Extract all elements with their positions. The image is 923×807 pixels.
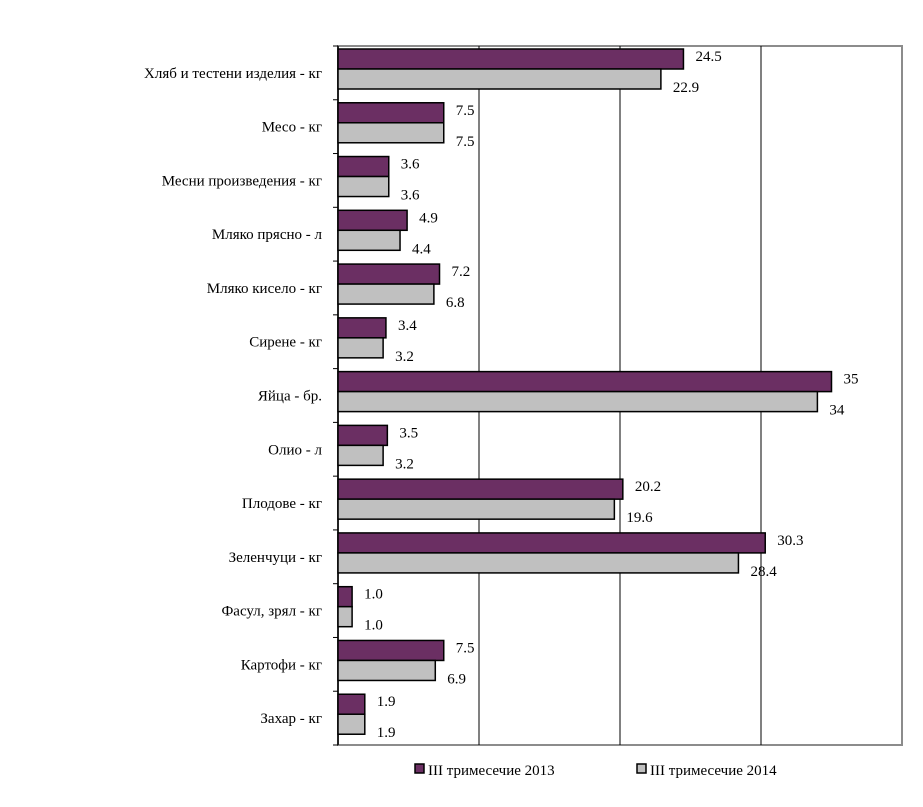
bar-2014 [337, 713, 366, 735]
data-label: 4.4 [412, 241, 431, 257]
bar-2013 [337, 102, 445, 124]
bar-2013 [337, 639, 445, 662]
data-label: 6.8 [446, 295, 465, 311]
bar-2014 [337, 552, 740, 574]
category-label: Хляб и тестени изделия - кг [144, 66, 322, 82]
bar-2014 [337, 229, 401, 252]
data-label: 1.0 [364, 618, 383, 634]
category-label: Мляко прясно - л [212, 227, 323, 243]
category-label: Плодове - кг [242, 496, 322, 512]
data-label: 28.4 [750, 564, 777, 580]
bar-2013 [337, 693, 366, 715]
category-label: Месни произведения - кг [162, 173, 322, 189]
bar-2014 [337, 605, 353, 628]
bar-2013 [337, 370, 833, 393]
bar-2013 [337, 155, 390, 178]
bar-2014 [337, 283, 435, 305]
bar-2014 [337, 68, 662, 90]
data-label: 7.5 [456, 103, 475, 119]
data-label: 20.2 [635, 479, 661, 495]
bar-2014 [337, 498, 616, 520]
data-label: 19.6 [626, 510, 653, 526]
data-label: 24.5 [695, 49, 721, 65]
data-label: 3.2 [395, 456, 414, 472]
data-label: 34 [829, 403, 845, 419]
category-label: Яйца - бр. [258, 389, 322, 405]
data-label: 3.4 [398, 318, 417, 334]
legend-label: III тримесечие 2014 [650, 763, 777, 779]
data-label: 1.0 [364, 587, 383, 603]
data-label: 7.5 [456, 640, 475, 656]
bar-2013 [337, 532, 766, 554]
data-label: 4.9 [419, 210, 438, 226]
category-label: Картофи - кг [241, 657, 322, 673]
data-label: 1.9 [377, 725, 396, 741]
data-label: 3.6 [401, 188, 420, 204]
legend-swatch-2013 [414, 763, 425, 774]
data-label: 7.2 [452, 264, 471, 280]
legend-label: III тримесечие 2013 [428, 763, 555, 779]
data-label: 3.5 [399, 425, 418, 441]
bar-2014 [337, 122, 445, 144]
category-label: Месо - кг [262, 120, 322, 136]
bar-2013 [337, 209, 408, 232]
category-label: Фасул, зрял - кг [221, 604, 322, 620]
category-label: Сирене - кг [249, 335, 322, 351]
bar-2013 [337, 478, 624, 500]
data-label: 3.2 [395, 349, 414, 365]
bar-2013 [337, 585, 353, 608]
bar-2014 [337, 444, 384, 467]
category-label: Олио - л [268, 442, 322, 458]
bar-2014 [337, 337, 384, 359]
bar-2013 [337, 317, 387, 339]
legend-swatch-2014 [636, 763, 647, 774]
data-label: 1.9 [377, 694, 396, 710]
data-label: 22.9 [673, 80, 699, 96]
category-label: Мляко кисело - кг [207, 281, 322, 297]
category-label: Зеленчуци - кг [229, 550, 322, 566]
bar-2014 [337, 390, 819, 413]
bar-2014 [337, 175, 390, 198]
data-label: 35 [844, 372, 859, 388]
data-label: 3.6 [401, 157, 420, 173]
bar-2014 [337, 659, 437, 682]
bar-2013 [337, 48, 685, 70]
bar-2013 [337, 263, 441, 285]
bar-2013 [337, 424, 389, 447]
data-label: 6.9 [447, 671, 466, 687]
data-label: 7.5 [456, 134, 475, 150]
category-label: Захар - кг [260, 711, 322, 727]
data-label: 30.3 [777, 533, 803, 549]
